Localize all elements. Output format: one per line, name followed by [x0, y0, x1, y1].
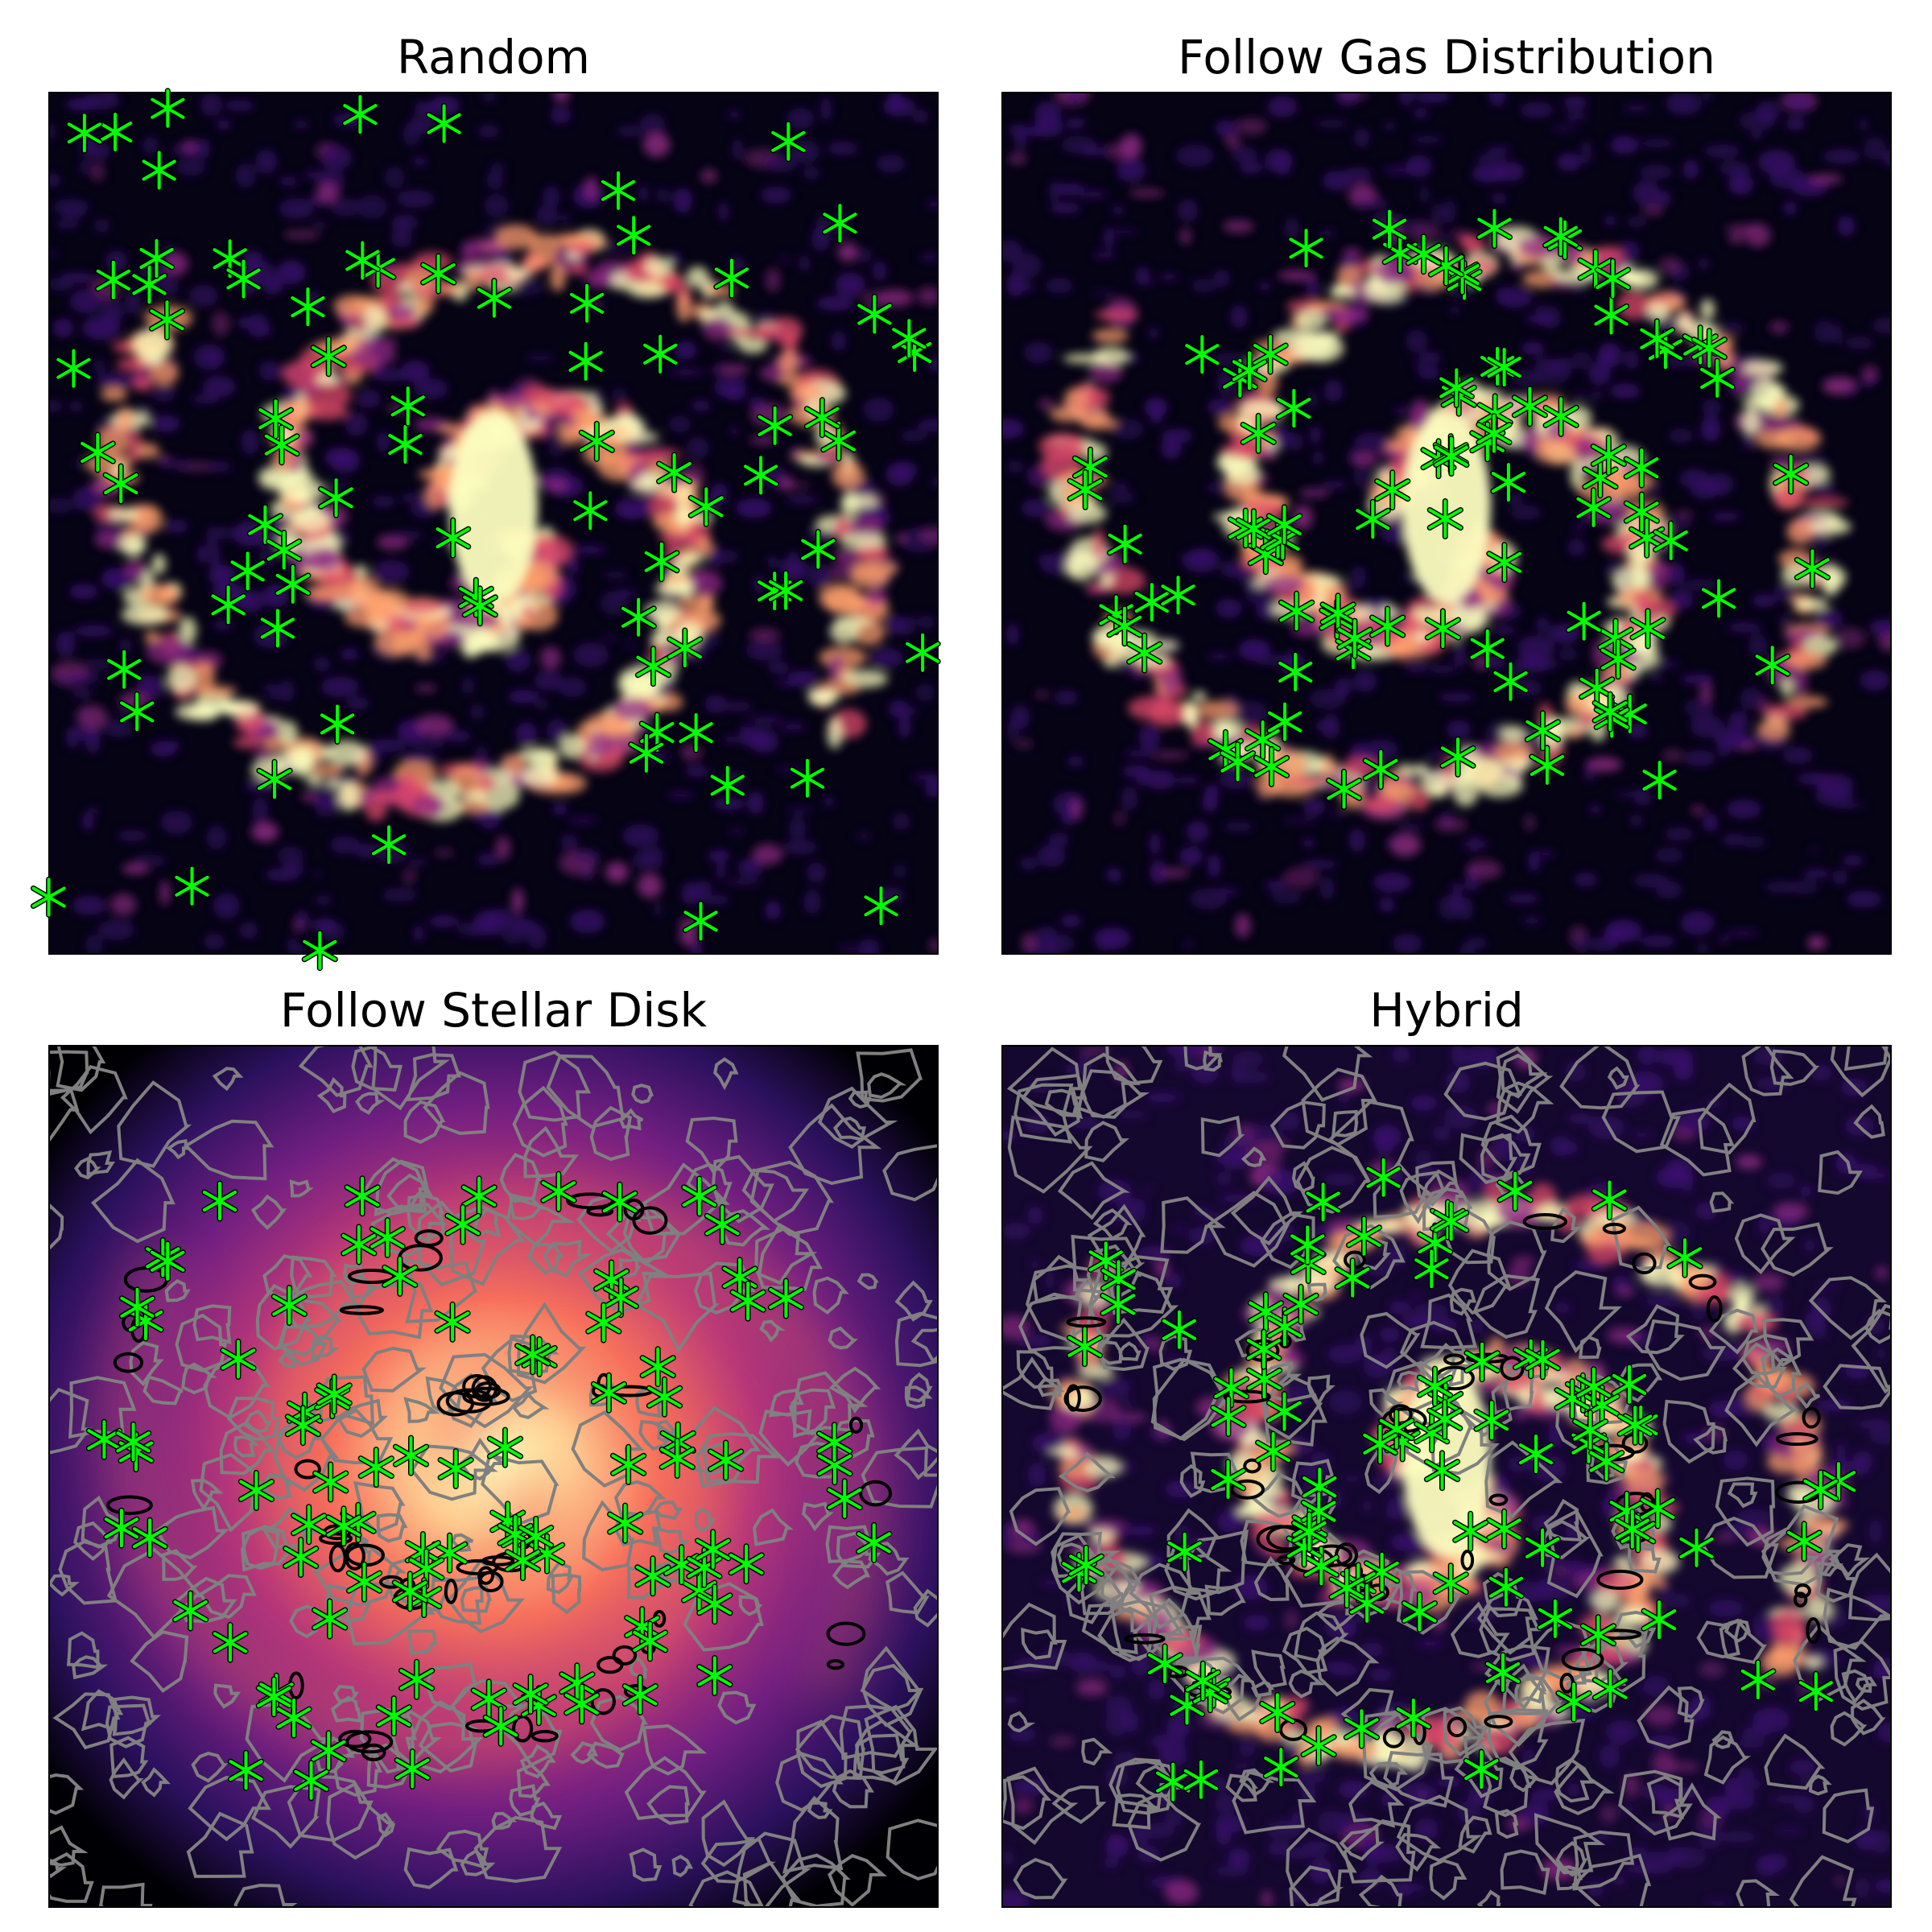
panel-title: Hybrid	[1369, 983, 1524, 1038]
panel-title: Follow Gas Distribution	[1178, 30, 1715, 85]
panel-hybrid: Hybrid	[1001, 977, 1892, 1908]
gas-map	[50, 93, 937, 953]
gas-map-image	[1001, 92, 1892, 955]
gas-map-image	[48, 92, 939, 955]
panel-follow-stellar: Follow Stellar Disk	[48, 977, 939, 1908]
hybrid-map	[1003, 1046, 1890, 1906]
stellar-map-image	[48, 1045, 939, 1908]
stellar-map	[50, 1046, 937, 1906]
panel-follow-gas: Follow Gas Distribution	[1001, 24, 1892, 955]
panel-title: Follow Stellar Disk	[279, 983, 708, 1038]
panel-title: Random	[396, 30, 591, 85]
gas-map	[1003, 93, 1890, 953]
panel-random: Random	[31, 24, 941, 972]
hybrid-map-image	[1001, 1045, 1892, 1908]
